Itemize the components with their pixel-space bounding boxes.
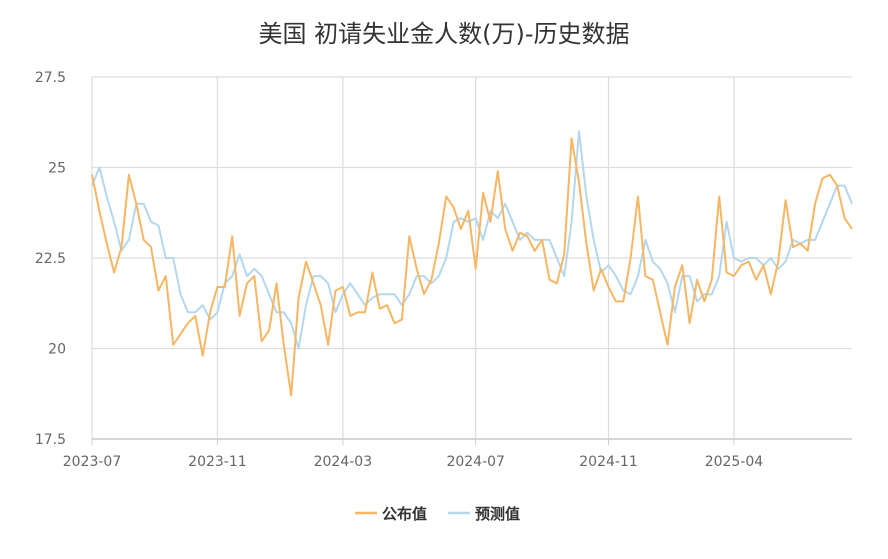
legend[interactable]: 公布值 预测值 xyxy=(355,505,520,523)
legend-label: 预测值 xyxy=(475,505,520,523)
y-axis-ticks: 17.5 20 22.5 25 27.5 xyxy=(35,70,66,448)
axes xyxy=(91,438,852,445)
legend-label: 公布值 xyxy=(382,505,427,523)
grid-lines xyxy=(91,76,852,440)
legend-item-published[interactable]: 公布值 xyxy=(355,505,427,523)
series-line-published xyxy=(91,137,853,397)
chart-title: 美国 初请失业金人数(万)-历史数据 xyxy=(258,20,630,48)
series-line-forecast xyxy=(91,130,853,350)
y-tick-label: 22.5 xyxy=(35,251,66,267)
y-tick-label: 25 xyxy=(48,161,66,177)
x-axis-ticks: 2023-07 2023-11 2024-03 2024-07 2024-11 2025-… xyxy=(63,454,764,470)
x-tick-label: 2023-11 xyxy=(188,454,247,470)
series-lines xyxy=(91,130,853,397)
x-tick-label: 2024-03 xyxy=(314,454,373,470)
x-tick-label: 2024-11 xyxy=(579,454,638,470)
x-tick-label: 2025-04 xyxy=(705,454,764,470)
y-tick-label: 17.5 xyxy=(35,432,66,448)
x-tick-label: 2023-07 xyxy=(63,454,122,470)
y-tick-label: 20 xyxy=(48,342,66,358)
legend-item-forecast[interactable]: 预测值 xyxy=(448,505,520,523)
y-tick-label: 27.5 xyxy=(35,70,66,86)
x-tick-label: 2024-07 xyxy=(446,454,505,470)
